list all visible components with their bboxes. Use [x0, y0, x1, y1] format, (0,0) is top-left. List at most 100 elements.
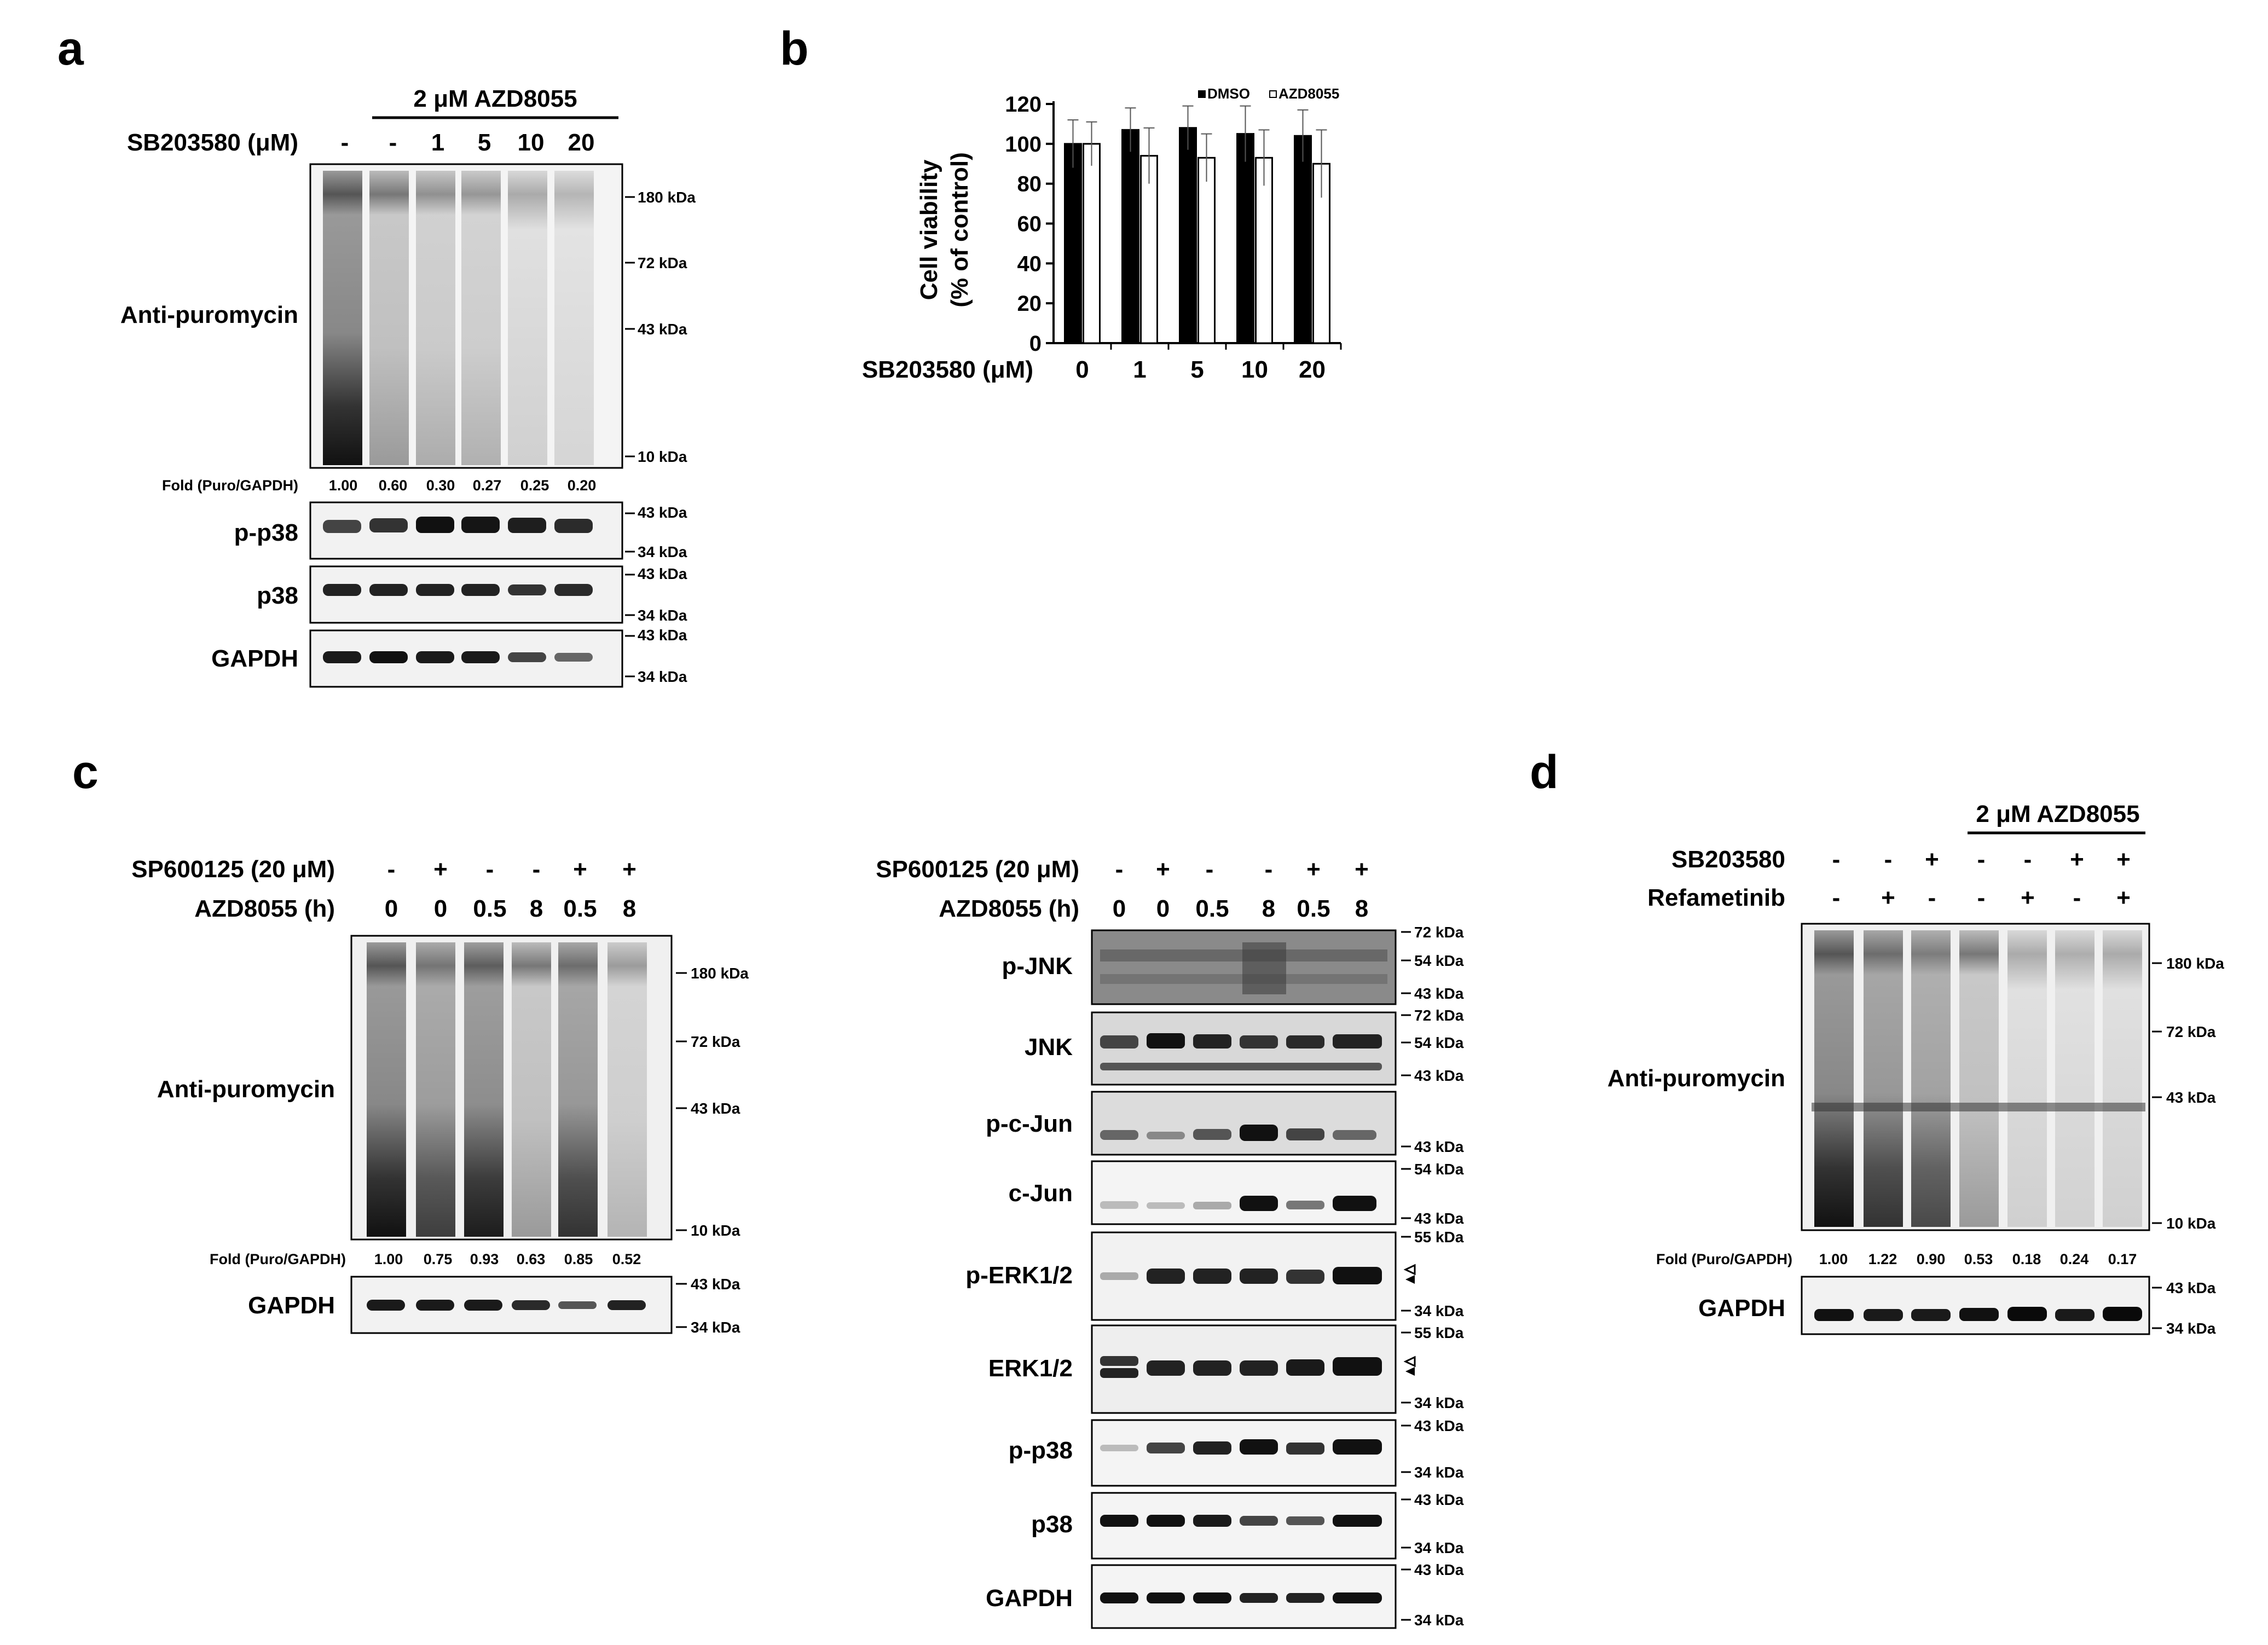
fold-value: 0.25 — [520, 477, 549, 494]
blot-label-p-erk12: p-ERK1/2 — [965, 1262, 1073, 1289]
marker-label: 43 kDa — [1414, 1138, 1464, 1155]
blot-label-p-c-jun: p-c-Jun — [986, 1110, 1073, 1137]
marker-label: 34 kDa — [691, 1319, 740, 1336]
lane-label: - — [1832, 846, 1841, 873]
x-tick-label: 10 — [1241, 356, 1268, 383]
blot-anti-puromycin-d: 180 kDa 72 kDa 43 kDa 10 kDa — [1801, 923, 2224, 1232]
marker-label: 55 kDa — [1414, 1229, 1464, 1246]
blot-label-p-p38-c: p-p38 — [1009, 1437, 1073, 1464]
blot-gapdh-a: 43 kDa 34 kDa — [309, 627, 687, 688]
marker-label: 34 kDa — [1414, 1464, 1464, 1481]
bar-dmso — [1236, 133, 1254, 344]
fold-label-c: Fold (Puro/GAPDH) — [210, 1251, 346, 1267]
lane-label: 1 — [431, 129, 444, 156]
fold-value: 0.90 — [1917, 1251, 1946, 1267]
x-tick-label: 20 — [1299, 356, 1326, 383]
lane-label: - — [1206, 856, 1214, 883]
lane-label: 0.5 — [473, 895, 506, 922]
lane-labels-a: - - 1 5 10 20 — [341, 129, 595, 156]
legend-label-azd8055: AZD8055 — [1278, 85, 1339, 102]
lane-label: 0 — [434, 895, 447, 922]
lane-label: - — [1977, 846, 1986, 873]
row-label-refametinib: Refametinib — [1647, 884, 1785, 911]
blot-label-anti-puromycin-a: Anti-puromycin — [120, 302, 298, 328]
panel-letter-d: d — [1530, 746, 1559, 798]
marker-label: 55 kDa — [1414, 1324, 1464, 1341]
lane-labels-c-right-row1: - + - - + + — [1115, 856, 1369, 883]
lane-label: - — [1977, 884, 1986, 911]
blot-erk12: 55 kDa 34 kDa — [1091, 1324, 1464, 1414]
blot-label-p-p38-a: p-p38 — [234, 519, 298, 546]
lane-label: 8 — [1262, 895, 1275, 922]
lane-label: - — [1928, 884, 1936, 911]
lane-label: 0.5 — [1297, 895, 1330, 922]
blot-anti-puromycin-c: 180 kDa 72 kDa 43 kDa 10 kDa — [350, 935, 749, 1241]
marker-label: 54 kDa — [1414, 1161, 1464, 1178]
marker-label: 10 kDa — [2166, 1215, 2216, 1232]
marker-label: 34 kDa — [1414, 1394, 1464, 1411]
lane-label: - — [1884, 846, 1893, 873]
y-tick-label: 120 — [1005, 92, 1042, 117]
fold-label-d: Fold (Puro/GAPDH) — [1656, 1251, 1792, 1267]
lane-labels-c-row2: 0 0 0.5 8 0.5 8 — [385, 895, 636, 922]
lane-label: - — [1832, 884, 1841, 911]
panel-a: a 2 μM AZD8055 SB203580 (μM) - - 1 5 10 … — [57, 22, 696, 688]
lane-label: + — [2070, 846, 2084, 873]
blot-anti-puromycin-a: 180 kDa 72 kDa 43 kDa 10 kDa — [309, 163, 696, 469]
bar-azd8055 — [1197, 157, 1216, 344]
panel-letter-b: b — [780, 22, 809, 75]
blot-c-jun: 54 kDa 43 kDa — [1091, 1160, 1464, 1227]
y-tick-label: 80 — [1017, 172, 1042, 196]
treatment-label-a: 2 μM AZD8055 — [413, 85, 577, 112]
marker-label: 34 kDa — [2166, 1320, 2216, 1337]
panel-c-right: SP600125 (20 μM) AZD8055 (h) - + - - + +… — [876, 856, 1464, 1629]
lane-label: 8 — [1355, 895, 1368, 922]
bar-dmso — [1294, 135, 1312, 344]
lane-label: + — [573, 856, 587, 883]
marker-label: 34 kDa — [1414, 1539, 1464, 1556]
blot-label-erk12: ERK1/2 — [988, 1355, 1073, 1382]
panel-letter-a: a — [57, 22, 84, 75]
blot-label-gapdh-d: GAPDH — [1698, 1295, 1785, 1322]
marker-label: 72 kDa — [1414, 1007, 1464, 1024]
lane-label: + — [1925, 846, 1939, 873]
lane-label: + — [2116, 884, 2131, 911]
lane-label: + — [2021, 884, 2035, 911]
lane-label: 8 — [623, 895, 636, 922]
marker-label: 43 kDa — [691, 1100, 740, 1117]
blot-gapdh-d: 43 kDa 34 kDa — [1801, 1276, 2216, 1337]
fold-values-d: 1.00 1.22 0.90 0.53 0.18 0.24 0.17 — [1819, 1251, 2137, 1267]
blot-label-c-jun: c-Jun — [1009, 1180, 1073, 1207]
lane-label: + — [2116, 846, 2131, 873]
lane-label: - — [533, 856, 541, 883]
marker-label: 72 kDa — [2166, 1023, 2216, 1040]
fold-value: 0.52 — [612, 1251, 641, 1267]
fold-value: 0.60 — [379, 477, 408, 494]
lane-label: - — [486, 856, 494, 883]
marker-label: 54 kDa — [1414, 952, 1464, 969]
row-label-azd8055-h: AZD8055 (h) — [194, 895, 335, 922]
blot-label-gapdh-c: GAPDH — [248, 1292, 335, 1319]
lane-label: - — [2024, 846, 2032, 873]
lane-label: 8 — [530, 895, 543, 922]
fold-value: 0.24 — [2060, 1251, 2089, 1267]
panel-b: b Cell viability (% of control) SB203580… — [780, 22, 1342, 383]
x-tick-label: 1 — [1133, 356, 1146, 383]
blot-label-p38-c: p38 — [1031, 1511, 1073, 1538]
lane-labels-d-row2: - + - - + - + — [1832, 884, 2131, 911]
blot-p38-a: 43 kDa 34 kDa — [309, 565, 687, 624]
bar-dmso — [1064, 143, 1082, 344]
marker-label: 43 kDa — [638, 565, 687, 582]
fold-value: 1.00 — [1819, 1251, 1848, 1267]
viability-chart: 0 20 40 60 80 100 120 0 1 5 10 20 DMSO AZD8055 — [1005, 85, 1342, 383]
marker-label: 10 kDa — [691, 1222, 740, 1239]
row-label-azd8055-h-right: AZD8055 (h) — [939, 895, 1079, 922]
lane-label: 0.5 — [563, 895, 597, 922]
bar-dmso — [1121, 129, 1139, 344]
fold-value: 1.00 — [329, 477, 358, 494]
marker-label: 10 kDa — [638, 448, 687, 465]
fold-label-a: Fold (Puro/GAPDH) — [162, 477, 298, 494]
lane-label: 0 — [1113, 895, 1126, 922]
row-label-sb203580: SB203580 (μM) — [127, 129, 298, 156]
blot-label-anti-puromycin-c: Anti-puromycin — [157, 1076, 335, 1103]
